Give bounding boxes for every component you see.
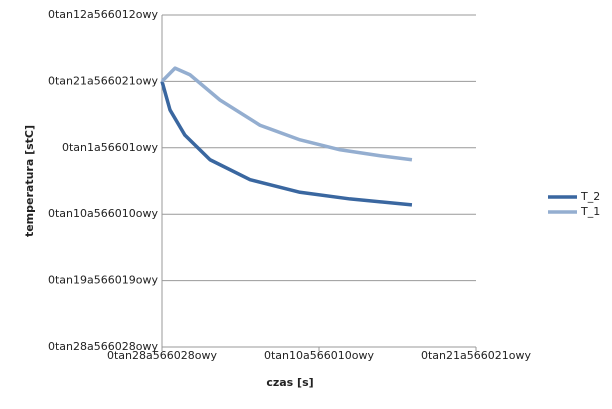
- x-tick-label: 0tan21a566021owy: [421, 349, 531, 362]
- y-tick-label: 0tan1a56601owy: [62, 141, 158, 154]
- series-line: [160, 80, 413, 207]
- y-tick-label: 0tan12a566012owy: [48, 8, 158, 21]
- y-tick-label: 0tan21a566021owy: [48, 74, 158, 87]
- legend-label: T_2: [580, 190, 600, 203]
- y-axis-title: temperatura [stC]: [23, 125, 36, 237]
- legend-label: T_1: [580, 205, 600, 218]
- x-tick-label: 0tan10a566010owy: [264, 349, 374, 362]
- y-tick-label: 0tan10a566010owy: [48, 207, 158, 220]
- y-tick-label: 0tan28a566028owy: [48, 340, 158, 353]
- series-line: [160, 66, 413, 162]
- x-axis-title: czas [s]: [266, 376, 313, 389]
- y-tick-label: 0tan19a566019owy: [48, 274, 158, 287]
- x-tick-label: 0tan28a566028owy: [107, 349, 217, 362]
